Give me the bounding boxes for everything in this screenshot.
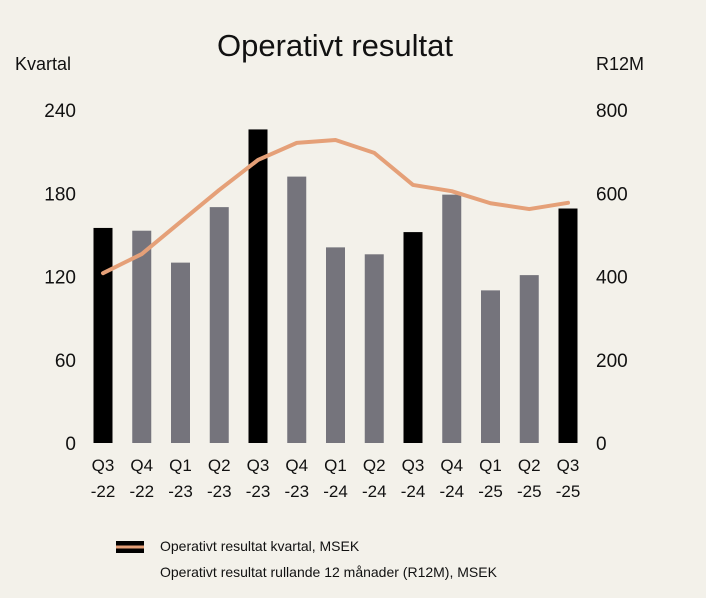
bar-q3-25 <box>558 208 578 443</box>
right-y-tick-label: 800 <box>596 101 628 122</box>
bar-q1-24 <box>326 247 345 443</box>
x-tick-label-year: -24 <box>362 482 387 501</box>
x-tick-label-year: -25 <box>556 482 581 501</box>
x-tick-label-year: -25 <box>478 482 503 501</box>
right-y-tick-label: 400 <box>596 268 628 289</box>
x-tick-label-year: -22 <box>91 482 116 501</box>
legend-label-bars: Operativt resultat kvartal, MSEK <box>160 538 360 554</box>
right-axis-label: R12M <box>596 54 644 74</box>
left-axis-label: Kvartal <box>15 54 71 74</box>
x-tick-label: Q2 <box>518 456 541 475</box>
x-tick-label-year: -22 <box>129 482 154 501</box>
x-tick-label: Q1 <box>324 456 347 475</box>
x-tick-label: Q4 <box>130 456 153 475</box>
bar-q3-24 <box>403 232 423 443</box>
x-tick-label: Q4 <box>285 456 308 475</box>
left-y-tick-label: 240 <box>44 101 76 122</box>
bar-q1-25 <box>481 290 500 443</box>
x-tick-label: Q3 <box>557 456 580 475</box>
x-tick-label: Q1 <box>479 456 502 475</box>
legend: Operativt resultat kvartal, MSEK Operati… <box>116 538 498 580</box>
left-y-tick-label: 0 <box>65 434 76 455</box>
left-y-tick-label: 120 <box>44 268 76 289</box>
left-y-tick-label: 60 <box>55 351 76 372</box>
x-tick-label-year: -25 <box>517 482 542 501</box>
bar-q3-23 <box>248 129 268 444</box>
x-tick-label: Q2 <box>208 456 231 475</box>
bar-q1-23 <box>171 262 190 443</box>
x-tick-label-year: -23 <box>284 482 309 501</box>
right-y-tick-label: 200 <box>596 351 628 372</box>
legend-label-line: Operativt resultat rullande 12 månader (… <box>160 564 498 580</box>
x-tick-label: Q4 <box>440 456 463 475</box>
bar-q2-24 <box>364 254 384 443</box>
x-tick-label-year: -24 <box>323 482 348 501</box>
left-y-tick-label: 180 <box>44 184 76 205</box>
x-tick-label: Q3 <box>402 456 425 475</box>
x-tick-label: Q3 <box>247 456 270 475</box>
bar-q4-24 <box>442 194 462 443</box>
right-y-tick-label: 600 <box>596 184 628 205</box>
bar-q2-25 <box>519 275 539 443</box>
x-tick-label: Q2 <box>363 456 386 475</box>
bar-q3-22 <box>93 227 113 443</box>
bar-q4-22 <box>132 230 152 443</box>
bar-q2-23 <box>209 207 229 443</box>
x-tick-label: Q3 <box>92 456 115 475</box>
x-tick-label: Q1 <box>169 456 192 475</box>
legend-swatch <box>116 541 144 553</box>
x-tick-label-year: -23 <box>246 482 271 501</box>
right-y-tick-label: 0 <box>596 434 607 455</box>
x-tick-label-year: -23 <box>168 482 193 501</box>
chart-title: Operativt resultat <box>217 28 453 63</box>
x-tick-label-year: -24 <box>439 482 464 501</box>
bar-q4-23 <box>287 176 307 443</box>
x-tick-label-year: -23 <box>207 482 232 501</box>
x-tick-label-year: -24 <box>401 482 426 501</box>
